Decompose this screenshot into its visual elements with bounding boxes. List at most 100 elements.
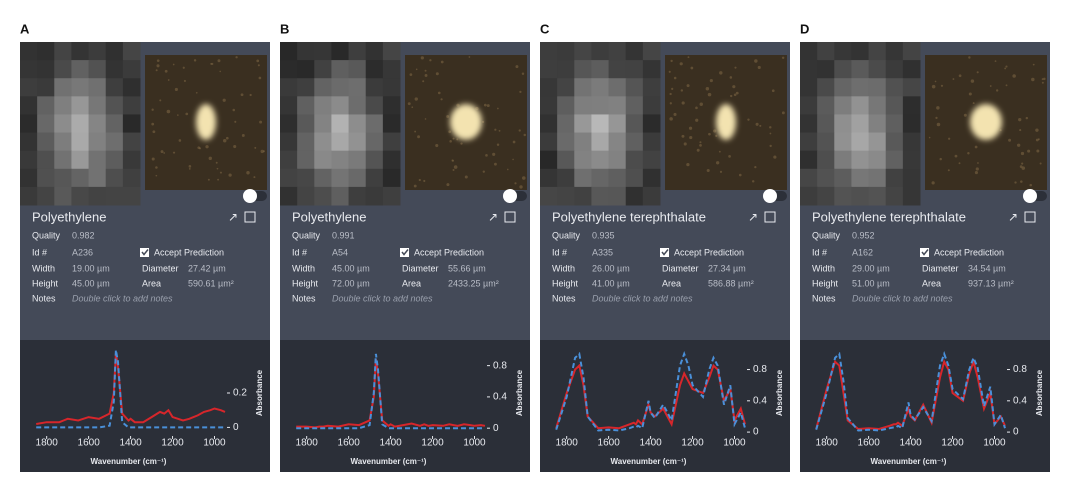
photo-speck [1043, 77, 1046, 81]
photo-speck [718, 150, 721, 153]
photo-speck [686, 84, 690, 88]
pixel [574, 168, 592, 188]
pixel [348, 132, 367, 152]
checkbox[interactable] [920, 248, 929, 257]
x-axis-label: Wavenumber (cm⁻¹) [351, 457, 427, 466]
photo-speck [963, 113, 967, 117]
external-icon[interactable] [504, 211, 516, 223]
pixel [314, 132, 332, 152]
photo-speck [407, 102, 411, 106]
external-icon[interactable] [244, 211, 256, 223]
field-label: Height [812, 278, 839, 288]
photo-speck [409, 73, 413, 76]
y-axis-label: Absorbance [515, 369, 524, 416]
external-icon[interactable] [764, 211, 776, 223]
photo-speck [498, 129, 501, 132]
notes-placeholder[interactable]: Double click to add notes [592, 293, 693, 303]
pixel [280, 186, 298, 206]
photo-speck [160, 150, 164, 154]
photo-speck [262, 150, 265, 153]
pixel [331, 42, 350, 61]
photo-speck [413, 184, 417, 188]
photo-speck [440, 98, 443, 101]
pixel [817, 42, 835, 61]
photo-speck [453, 165, 458, 169]
photo-speck [155, 166, 158, 169]
photo-speck [215, 161, 218, 164]
pixel [574, 186, 592, 206]
spectrum-line [815, 350, 1006, 432]
photo-speck [708, 132, 711, 136]
photo-speck [172, 151, 176, 154]
pixel [868, 42, 887, 61]
photo-speck [673, 76, 677, 80]
photo-speck [1025, 116, 1029, 120]
notes-placeholder[interactable]: Double click to add notes [852, 293, 953, 303]
photo-speck [422, 80, 425, 83]
field-label: Width [552, 263, 575, 273]
pixel [348, 96, 367, 115]
pixel [382, 60, 401, 79]
pixel [868, 114, 887, 134]
pixel [297, 168, 315, 188]
photo-speck [223, 139, 227, 143]
notes-placeholder[interactable]: Double click to add notes [72, 293, 173, 303]
material-name: Polyethylene terephthalate [552, 209, 706, 224]
pixel [105, 150, 124, 170]
photo-speck [193, 59, 197, 62]
photo-speck [729, 76, 733, 79]
pixel [280, 42, 298, 61]
pixel [382, 78, 401, 97]
field-label: Height [292, 278, 319, 288]
pixel [54, 114, 72, 134]
checkbox[interactable] [400, 248, 409, 257]
photo-speck [222, 98, 226, 102]
pixel [834, 132, 852, 152]
x-tick-label: 1000 [983, 438, 1006, 449]
pixel [71, 168, 90, 188]
pixel [37, 150, 55, 170]
pixel [20, 42, 38, 61]
x-tick-label: 1800 [816, 438, 839, 449]
photo-speck [728, 155, 731, 158]
pixel [557, 114, 575, 134]
photo-speck [948, 137, 951, 140]
checkbox[interactable] [140, 248, 149, 257]
photo-speck [757, 65, 761, 70]
photo-speck [968, 92, 972, 96]
field-label: Notes [812, 293, 836, 303]
photo-speck [730, 94, 733, 98]
photo-speck [260, 149, 264, 154]
external-icon[interactable] [1024, 211, 1036, 223]
photo-speck [519, 185, 523, 189]
photo-speck [429, 59, 432, 62]
photo-speck [492, 152, 496, 156]
pixel [608, 114, 627, 134]
field-value: 72.00 µm [332, 278, 370, 288]
y-tick-label: 0.2 [233, 388, 247, 399]
pixel [591, 132, 610, 152]
field-label: Diameter [142, 263, 179, 273]
photo-speck [234, 120, 237, 123]
photo-speck [155, 174, 158, 177]
photo-speck [259, 120, 263, 124]
pixel [382, 186, 401, 206]
y-tick-label: 0.4 [753, 395, 767, 406]
pixel [608, 42, 627, 61]
photo-speck [446, 115, 450, 118]
checkbox[interactable] [660, 248, 669, 257]
notes-placeholder[interactable]: Double click to add notes [332, 293, 433, 303]
photo-speck [732, 85, 736, 89]
x-tick-label: 1600 [598, 438, 621, 449]
checkmark [401, 249, 409, 256]
pixel [71, 96, 90, 115]
photo-speck [155, 69, 158, 72]
x-tick-label: 1200 [941, 438, 964, 449]
x-tick-label: 1400 [899, 438, 922, 449]
pixel [591, 60, 610, 79]
accept-label: Accept Prediction [154, 247, 224, 257]
pixel [885, 114, 904, 134]
pixel [122, 168, 141, 188]
photo-speck [719, 170, 723, 173]
